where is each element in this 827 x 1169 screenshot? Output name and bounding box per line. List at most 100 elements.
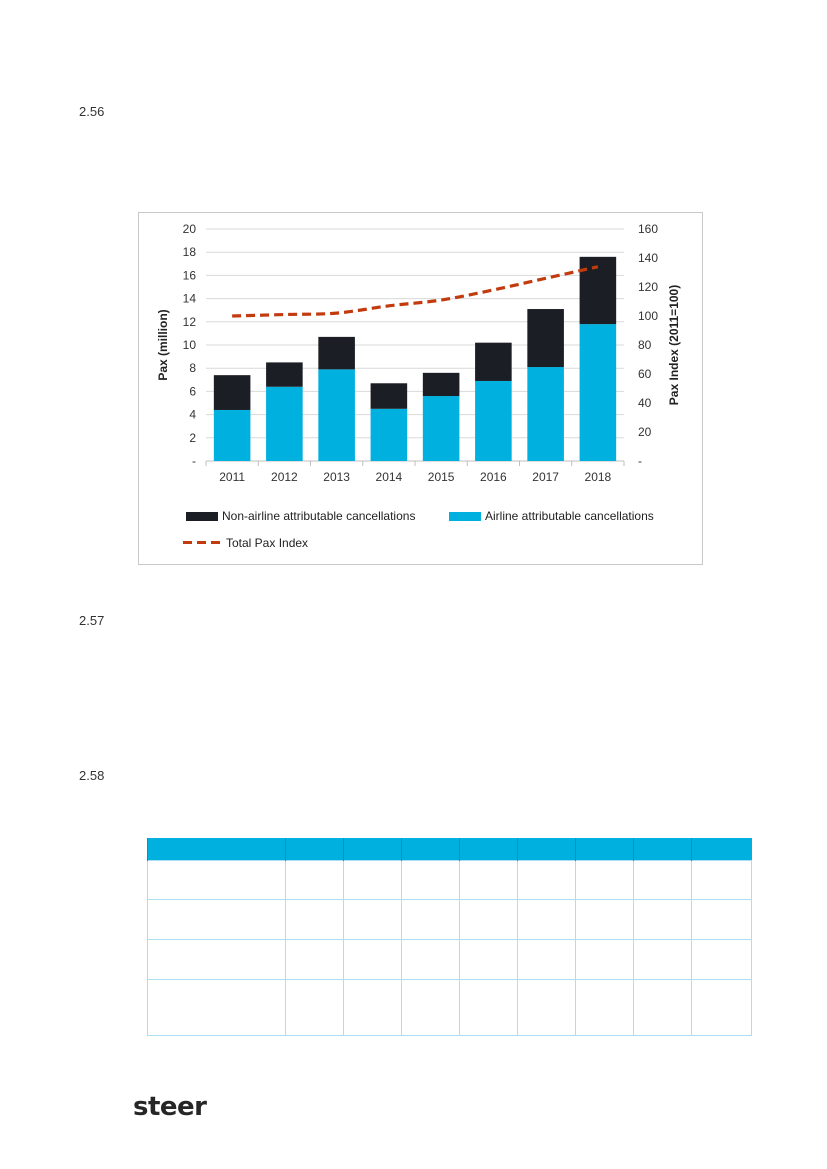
x-tick-label: 2015	[428, 470, 455, 484]
bar-airline	[422, 396, 460, 461]
y2-tick-label: 20	[638, 425, 652, 439]
table-cell	[575, 860, 634, 900]
table-cell	[575, 899, 634, 940]
table-cell	[285, 860, 344, 900]
table-header-cell	[575, 838, 634, 861]
table-cell	[401, 979, 460, 1036]
table-header-cell	[343, 838, 402, 861]
legend-item-pax-index: Total Pax Index	[182, 536, 308, 550]
table-row	[147, 939, 752, 980]
table-cell	[517, 860, 576, 900]
y2-tick-label: 160	[638, 222, 658, 236]
paragraph-number-257: 2.57	[79, 613, 105, 628]
table-cell	[147, 899, 286, 940]
table-cell	[691, 860, 752, 900]
y-tick-label: 6	[189, 384, 196, 398]
bar-non-airline	[213, 375, 251, 410]
table-cell	[575, 939, 634, 980]
y2-tick-label: 120	[638, 280, 658, 294]
table-cell	[401, 860, 460, 900]
table-header-cell	[633, 838, 692, 861]
data-table	[147, 838, 752, 1036]
table-cell	[459, 899, 518, 940]
table-row	[147, 899, 752, 940]
table-header-cell	[147, 838, 286, 861]
bar-airline	[318, 369, 355, 461]
table-cell	[147, 860, 286, 900]
table-cell	[691, 979, 752, 1036]
y2-tick-label: 40	[638, 396, 652, 410]
table-cell	[517, 899, 576, 940]
bar-airline	[213, 409, 251, 461]
legend-label-pax-index: Total Pax Index	[226, 536, 309, 550]
table-cell	[459, 939, 518, 980]
table-header-cell	[517, 838, 576, 861]
table-cell	[517, 939, 576, 980]
x-tick-label: 2017	[532, 470, 559, 484]
bar-non-airline	[475, 342, 512, 381]
bar-non-airline	[422, 372, 460, 397]
bar-airline	[579, 324, 617, 461]
table-header-cell	[691, 838, 752, 861]
bar-non-airline	[370, 383, 408, 409]
table-cell	[343, 899, 402, 940]
y-tick-label: 8	[189, 361, 196, 375]
bar-airline	[475, 380, 512, 461]
y2-axis-title: Pax Index (2011=100)	[667, 285, 681, 405]
y-tick-label: 14	[183, 292, 197, 306]
y2-tick-label: 60	[638, 367, 652, 381]
steer-logo: steer	[133, 1092, 207, 1122]
table-cell	[147, 939, 286, 980]
y-tick-label: 18	[183, 245, 197, 259]
table-header-row	[147, 838, 752, 861]
y2-tick-label: -	[638, 454, 642, 468]
x-tick-label: 2016	[480, 470, 507, 484]
y2-tick-label: 140	[638, 251, 658, 265]
x-tick-label: 2018	[585, 470, 612, 484]
table-cell	[575, 979, 634, 1036]
legend-item-non-airline: Non-airline attributable cancellations	[186, 509, 415, 523]
table-header-cell	[401, 838, 460, 861]
table-cell	[401, 939, 460, 980]
bar-airline	[527, 367, 564, 461]
y-tick-label: 12	[183, 315, 197, 329]
bar-non-airline	[266, 362, 303, 387]
table-cell	[633, 860, 692, 900]
bar-non-airline	[527, 309, 564, 368]
legend-item-airline: Airline attributable cancellations	[449, 509, 654, 523]
legend-swatch-pax-index	[182, 541, 222, 545]
table-cell	[285, 899, 344, 940]
legend-swatch-airline	[449, 511, 481, 521]
y-tick-label: 16	[183, 268, 197, 282]
table-cell	[285, 979, 344, 1036]
pax-chart: - 2 4 6 8 10 12 14 16 18 20 - 20 40 60 80 100 120 140 160 20…	[156, 222, 681, 484]
x-tick-label: 2014	[376, 470, 403, 484]
table-cell	[343, 939, 402, 980]
bar-non-airline	[318, 336, 355, 370]
y2-tick-label: 80	[638, 338, 652, 352]
table-row	[147, 860, 752, 900]
table-row	[147, 979, 752, 1036]
x-tick-label: 2011	[219, 470, 245, 484]
bar-airline	[370, 408, 408, 461]
table-cell	[633, 979, 692, 1036]
legend-swatch-non-airline	[186, 511, 218, 521]
table-cell	[517, 979, 576, 1036]
table-cell	[459, 860, 518, 900]
paragraph-number-258: 2.58	[79, 768, 105, 783]
table-cell	[633, 939, 692, 980]
chart-container: - 2 4 6 8 10 12 14 16 18 20 - 20 40 60 80 100 120 140 160 20…	[138, 212, 703, 565]
y-tick-label: 2	[189, 431, 196, 445]
x-tick-label: 2013	[323, 470, 350, 484]
y-tick-label: -	[192, 454, 196, 468]
table-cell	[343, 860, 402, 900]
y2-tick-label: 100	[638, 309, 658, 323]
table-cell	[633, 899, 692, 940]
table-cell	[147, 979, 286, 1036]
table-cell	[691, 939, 752, 980]
legend-label-non-airline: Non-airline attributable cancellations	[222, 509, 416, 523]
y-tick-label: 20	[183, 222, 197, 236]
table-cell	[459, 979, 518, 1036]
y-axis-title: Pax (million)	[156, 309, 170, 380]
paragraph-number-256: 2.56	[79, 104, 105, 119]
